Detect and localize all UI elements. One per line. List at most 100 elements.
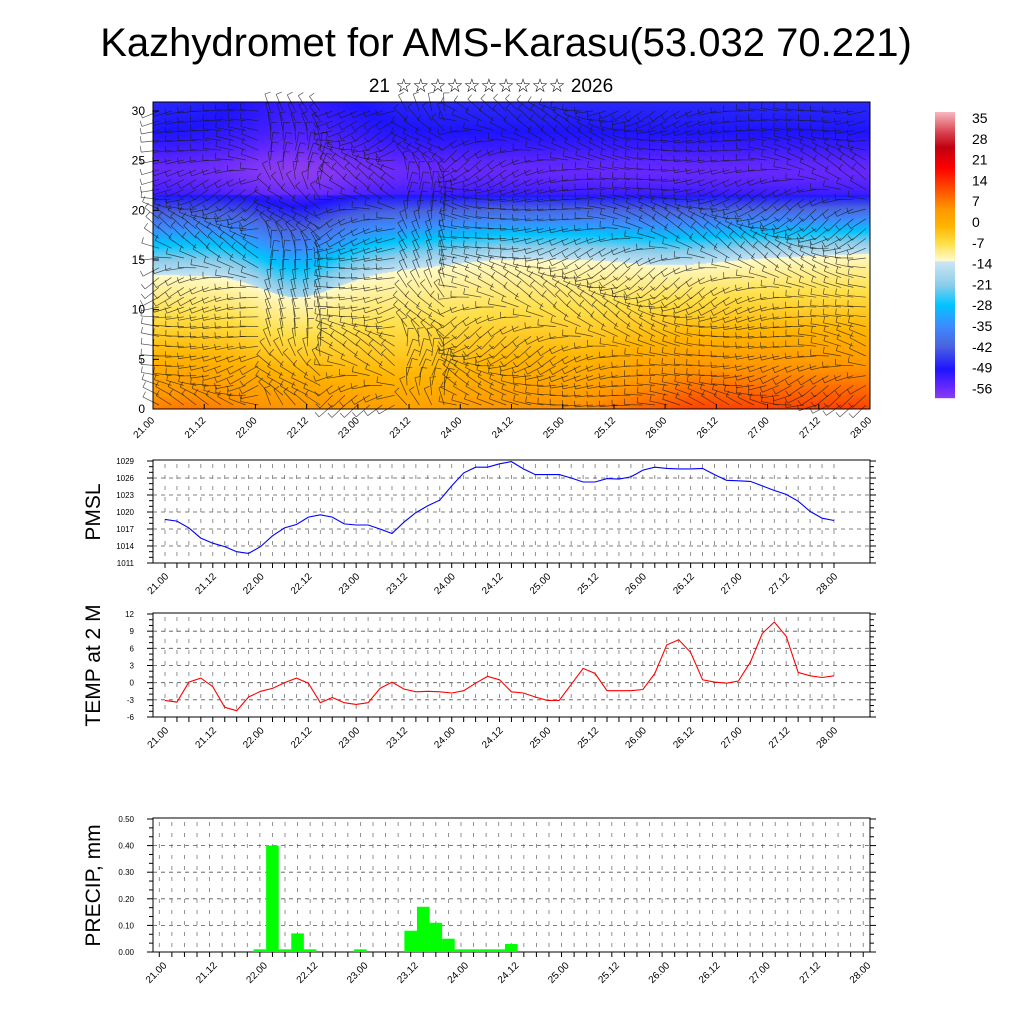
wind-barb (316, 298, 321, 317)
precip-bar (303, 949, 317, 952)
wind-barb-feather (272, 141, 279, 143)
wind-barb (378, 306, 395, 315)
colorbar-band (935, 341, 955, 343)
wind-barb (441, 336, 457, 347)
wind-barb (749, 179, 767, 186)
y-tick-label: 0.10 (118, 921, 134, 930)
x-tick-label: 25.00 (546, 960, 572, 986)
wind-barb (778, 208, 792, 222)
colorbar-band (935, 331, 955, 333)
wind-barb (364, 218, 383, 221)
wind-barb (839, 218, 854, 231)
wind-barb (563, 280, 581, 288)
wind-barb (393, 295, 408, 308)
wind-barb (419, 191, 422, 210)
wind-barb-feather (176, 170, 180, 177)
wind-barb-feather (398, 92, 404, 96)
wind-barb-feather (394, 279, 400, 285)
wind-barb-feather (735, 215, 737, 222)
wind-barb (789, 198, 805, 211)
colorbar-band (935, 180, 955, 182)
wind-barb (267, 189, 284, 200)
wind-barb (612, 154, 631, 161)
colorbar-band (935, 301, 955, 303)
wind-barb-feather (660, 254, 663, 261)
wind-barb-feather (511, 189, 515, 196)
colorbar-band (935, 179, 955, 181)
wind-barb (529, 275, 544, 288)
wind-barb-feather (226, 293, 229, 300)
wind-barb-feather (524, 322, 526, 329)
x-tick-label: 23.00 (345, 960, 371, 986)
wind-barb (773, 355, 792, 361)
wind-barb (455, 336, 470, 349)
colorbar-band (935, 202, 955, 204)
wind-barb (761, 355, 780, 361)
colorbar-label: 0 (972, 214, 980, 230)
wind-barb-feather (776, 252, 781, 258)
wind-barb (600, 287, 618, 292)
wind-barb-feather (549, 251, 553, 257)
wind-barb-feather (409, 161, 416, 163)
wind-barb (750, 229, 767, 239)
colorbar-band (935, 116, 955, 118)
colorbar-band (935, 352, 955, 354)
wind-barb-feather (433, 337, 440, 340)
wind-barb (280, 230, 284, 249)
wind-barb (500, 316, 519, 319)
wind-barb (725, 179, 742, 188)
wind-barb (377, 296, 395, 304)
wind-barb-feather (834, 247, 837, 254)
wind-barb (823, 340, 842, 347)
wind-barb-feather (278, 372, 283, 378)
wind-barb-feather (313, 246, 316, 253)
wind-barb-feather (699, 206, 703, 213)
wind-barb-feather (437, 172, 442, 179)
wind-barb-feather (404, 301, 409, 307)
colorbar-band (935, 262, 955, 264)
wind-barb-feather (140, 326, 143, 333)
wind-barb (526, 169, 544, 176)
colorbar-band (935, 192, 955, 194)
wind-barb (512, 149, 532, 151)
wind-barb (290, 279, 296, 298)
wind-barb (440, 386, 457, 396)
wind-barb (749, 306, 767, 314)
wind-barb-feather (426, 238, 433, 242)
wind-barb (775, 375, 792, 385)
y-tick-label: -3 (127, 696, 135, 705)
wind-barb-feather (416, 302, 420, 308)
wind-barb (141, 189, 160, 193)
x-tick-label: 22.12 (295, 960, 321, 986)
wind-barb-feather (735, 353, 737, 360)
wind-barb (412, 250, 420, 268)
wind-barb-feather (611, 371, 613, 378)
wind-barb (311, 114, 321, 131)
colorbar-band (935, 178, 955, 180)
wind-barb (773, 179, 792, 182)
wind-barb-feather (462, 304, 465, 311)
wind-barb (339, 267, 358, 270)
precip-bar (404, 930, 417, 952)
wind-barb (637, 392, 656, 396)
wind-barb (713, 248, 730, 259)
wind-barb (674, 204, 693, 210)
wind-barb (737, 208, 755, 218)
wind-barb (662, 306, 680, 312)
wind-barb (192, 198, 209, 209)
wind-barb (702, 236, 718, 249)
wind-barb-feather (139, 300, 144, 306)
wind-barb (327, 140, 346, 144)
wind-barb (515, 298, 532, 308)
colorbar-band (935, 304, 955, 306)
wind-barb (190, 316, 209, 321)
wind-barb-feather (410, 317, 417, 321)
wind-barb (724, 365, 742, 370)
x-tick-label: 23.00 (337, 725, 363, 751)
wind-barb (166, 110, 184, 116)
wind-barb-feather (406, 142, 411, 148)
wind-barb-feather (813, 144, 818, 151)
wind-barb (165, 149, 184, 153)
wind-barb (798, 245, 817, 249)
wind-barb (165, 316, 184, 320)
